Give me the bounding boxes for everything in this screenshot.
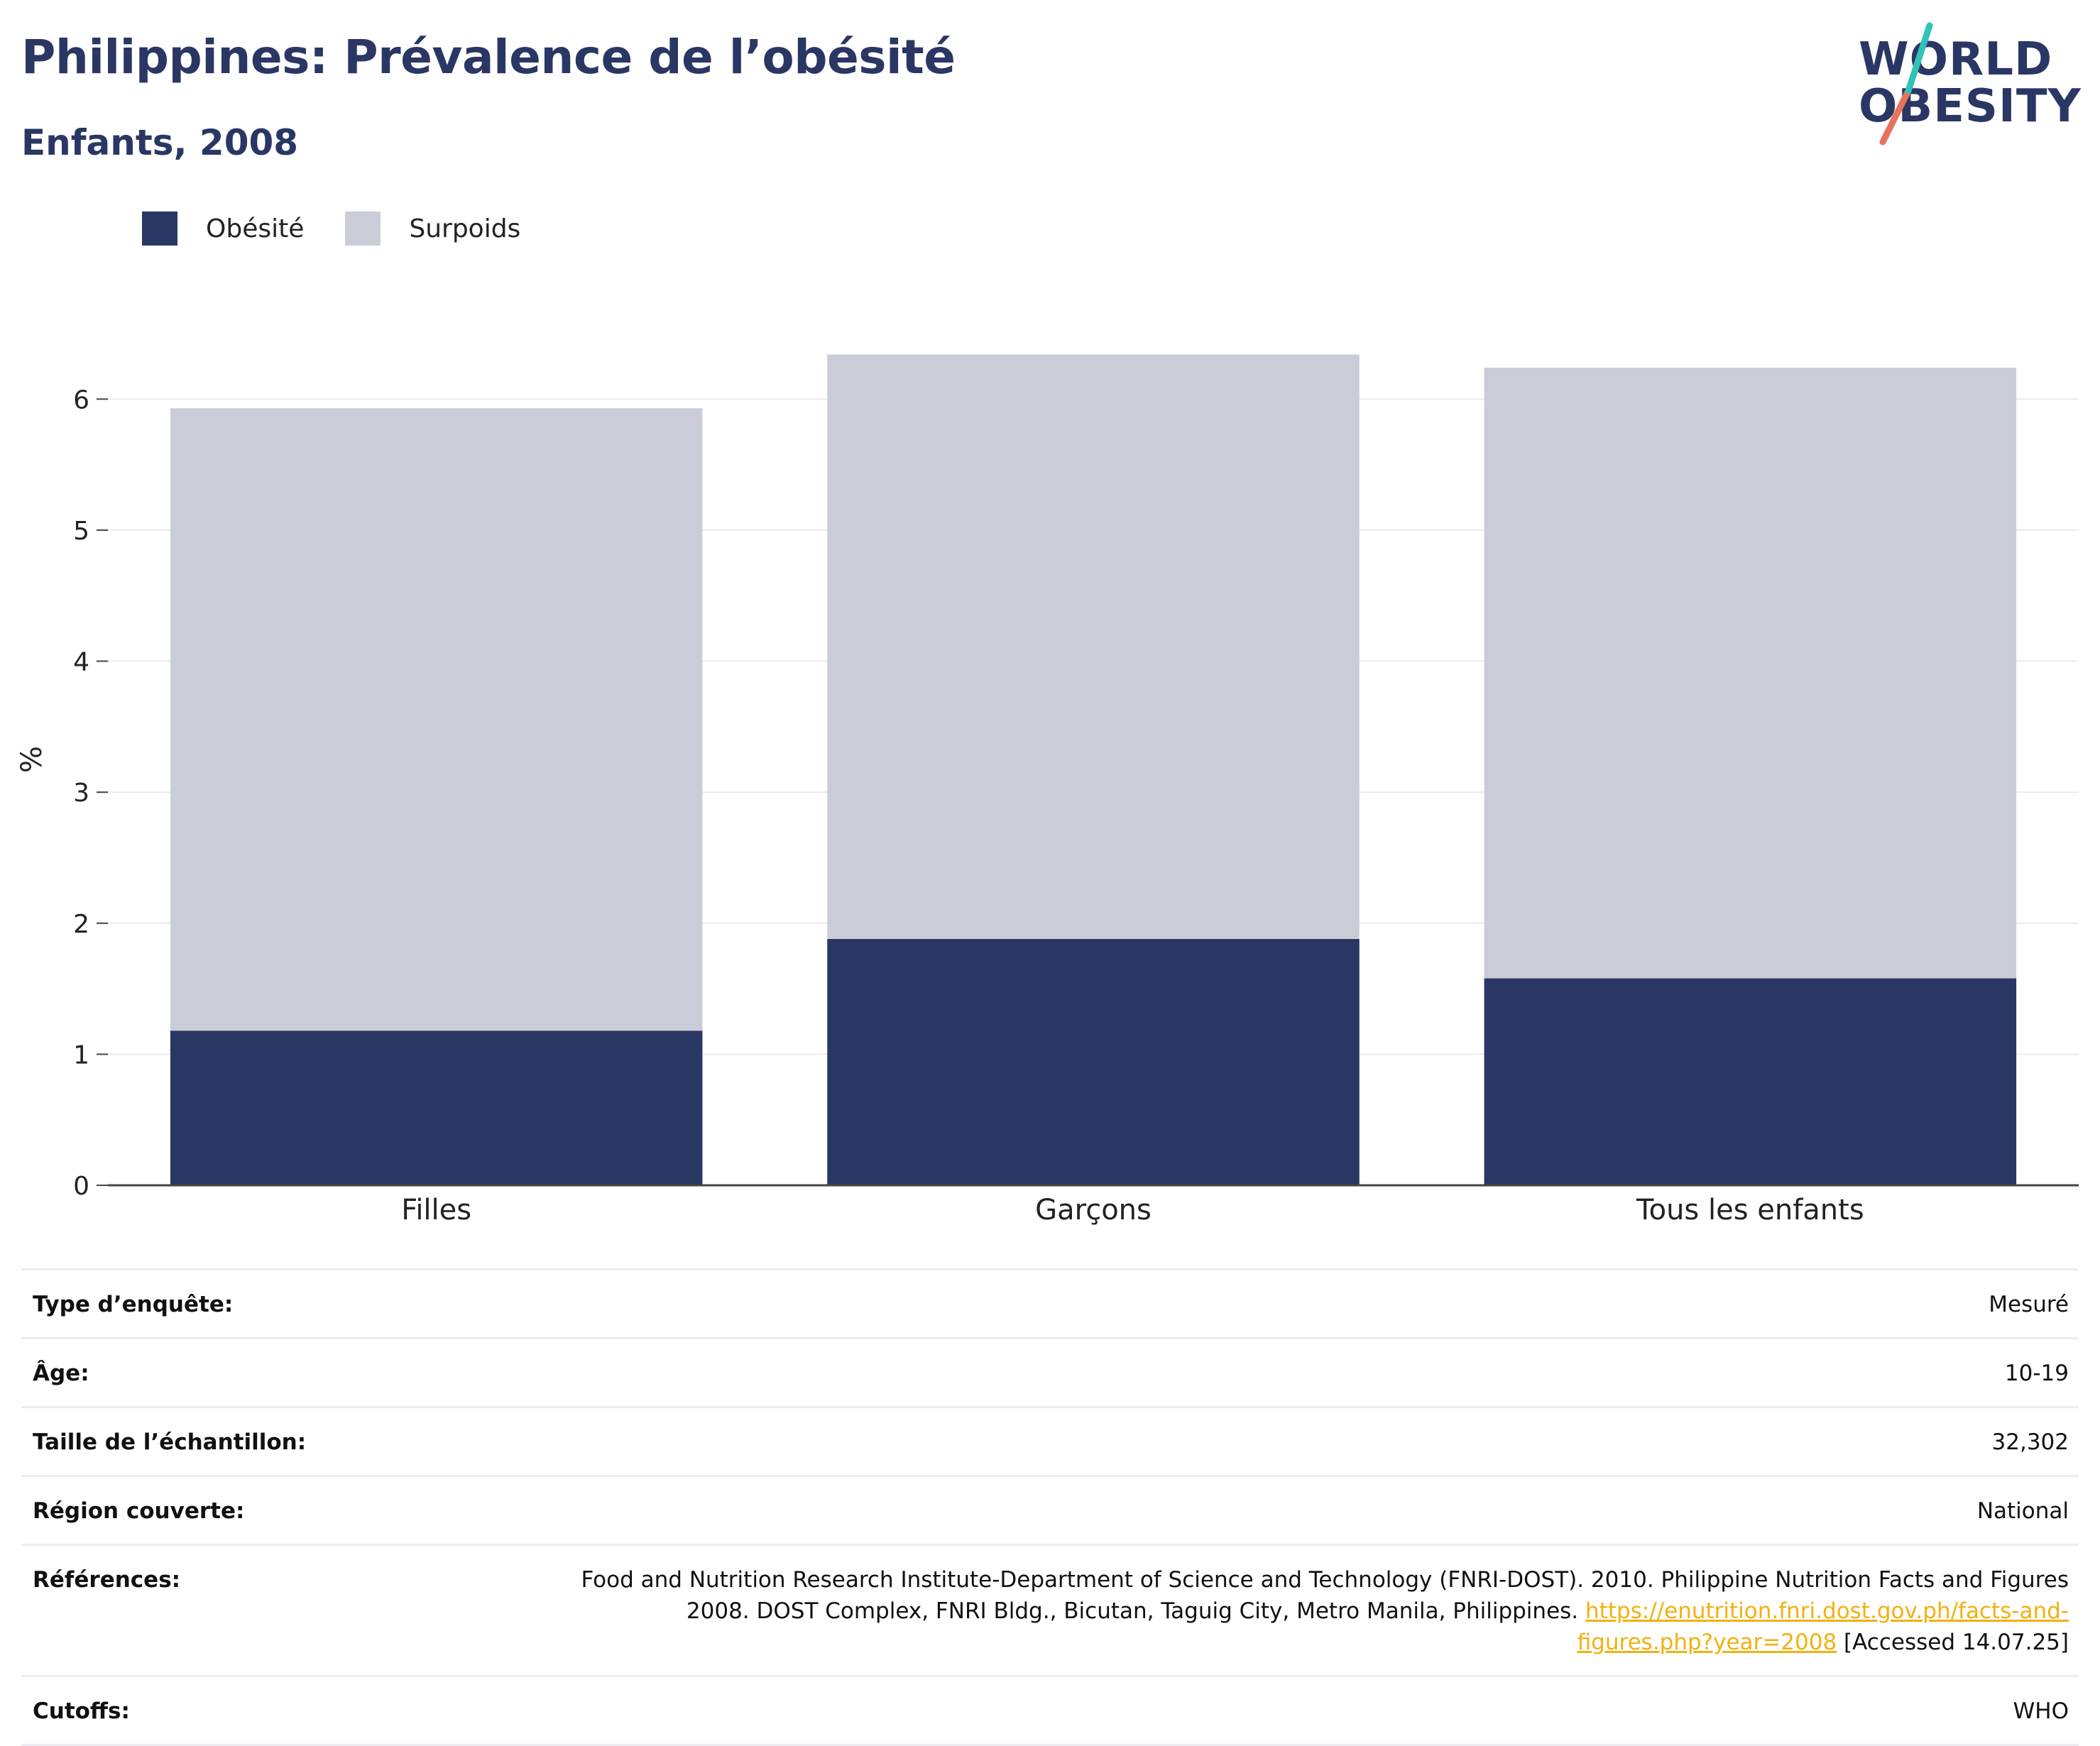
info-key: Région couverte: <box>33 1498 245 1524</box>
legend-swatch-surpoids <box>345 212 381 246</box>
info-key: Âge: <box>33 1361 89 1386</box>
bar-ob-sit--0 <box>170 1031 703 1185</box>
logo-line-1: WORLD <box>1859 33 2053 86</box>
y-tick-label: 4 <box>73 648 89 677</box>
y-tick-label: 5 <box>73 517 89 546</box>
legend-swatch-obesite <box>142 212 177 246</box>
references-link[interactable]: https://enutrition.fnri.dost.gov.ph/fact… <box>1577 1598 2069 1655</box>
bar-surpoids-0 <box>170 408 703 1031</box>
info-row-survey-type: Type d’enquête: Mesuré <box>21 1268 2079 1337</box>
info-row-references: Références: Food and Nutrition Research … <box>21 1544 2079 1675</box>
world-obesity-logo: WORLD OBESITY <box>1846 21 2081 149</box>
logo-slash-icon <box>1879 22 1933 146</box>
info-value: Mesuré <box>1989 1292 2069 1317</box>
references-value: Food and Nutrition Research Institute-De… <box>578 1564 2069 1658</box>
survey-info-table: Type d’enquête: Mesuré Âge: 10-19 Taille… <box>21 1268 2079 1746</box>
info-key: Taille de l’échantillon: <box>33 1429 307 1455</box>
legend-label-obesite: Obésité <box>206 214 305 243</box>
chart-legend: Obésité Surpoids <box>142 212 562 246</box>
x-tick-label: Tous les enfants <box>1636 1194 1864 1226</box>
x-tick-label: Filles <box>401 1194 471 1226</box>
legend-item-surpoids[interactable]: Surpoids <box>345 212 520 246</box>
bar-ob-sit--2 <box>1484 978 2017 1185</box>
bar-surpoids-1 <box>827 354 1360 939</box>
references-text: Food and Nutrition Research Institute-De… <box>581 1567 2069 1624</box>
bar-surpoids-2 <box>1484 368 2017 979</box>
info-value: 10-19 <box>2004 1361 2069 1386</box>
legend-label-surpoids: Surpoids <box>409 214 521 243</box>
x-tick-label: Garçons <box>1035 1194 1152 1226</box>
references-accessed: [Accessed 14.07.25] <box>1837 1630 2069 1655</box>
info-value: WHO <box>2013 1698 2069 1724</box>
info-value: 32,302 <box>1991 1429 2069 1455</box>
y-tick-label: 3 <box>73 779 89 808</box>
y-tick-label: 1 <box>73 1041 89 1070</box>
info-row-sample-size: Taille de l’échantillon: 32,302 <box>21 1406 2079 1475</box>
info-key: Références: <box>33 1567 181 1593</box>
info-key: Type d’enquête: <box>33 1292 234 1317</box>
stacked-bar-chart: 0 1 2 3 4 5 6% Filles Garçons Tous les enfants <box>16 354 2079 1226</box>
y-tick-label: 2 <box>73 910 89 939</box>
bar-ob-sit--1 <box>827 938 1360 1185</box>
info-row-age: Âge: 10-19 <box>21 1337 2079 1406</box>
info-row-region: Région couverte: National <box>21 1475 2079 1544</box>
y-tick-label: 0 <box>73 1172 89 1201</box>
y-tick-label: 6 <box>73 385 89 414</box>
info-key: Cutoffs: <box>33 1698 130 1724</box>
info-value: National <box>1976 1498 2069 1524</box>
y-axis-label: % <box>16 746 48 773</box>
page-title: Philippines: Prévalence de l’obésité <box>21 30 956 84</box>
legend-item-obesite[interactable]: Obésité <box>142 212 304 246</box>
page-subtitle: Enfants, 2008 <box>21 122 299 163</box>
info-row-cutoffs: Cutoffs: WHO <box>21 1675 2079 1746</box>
